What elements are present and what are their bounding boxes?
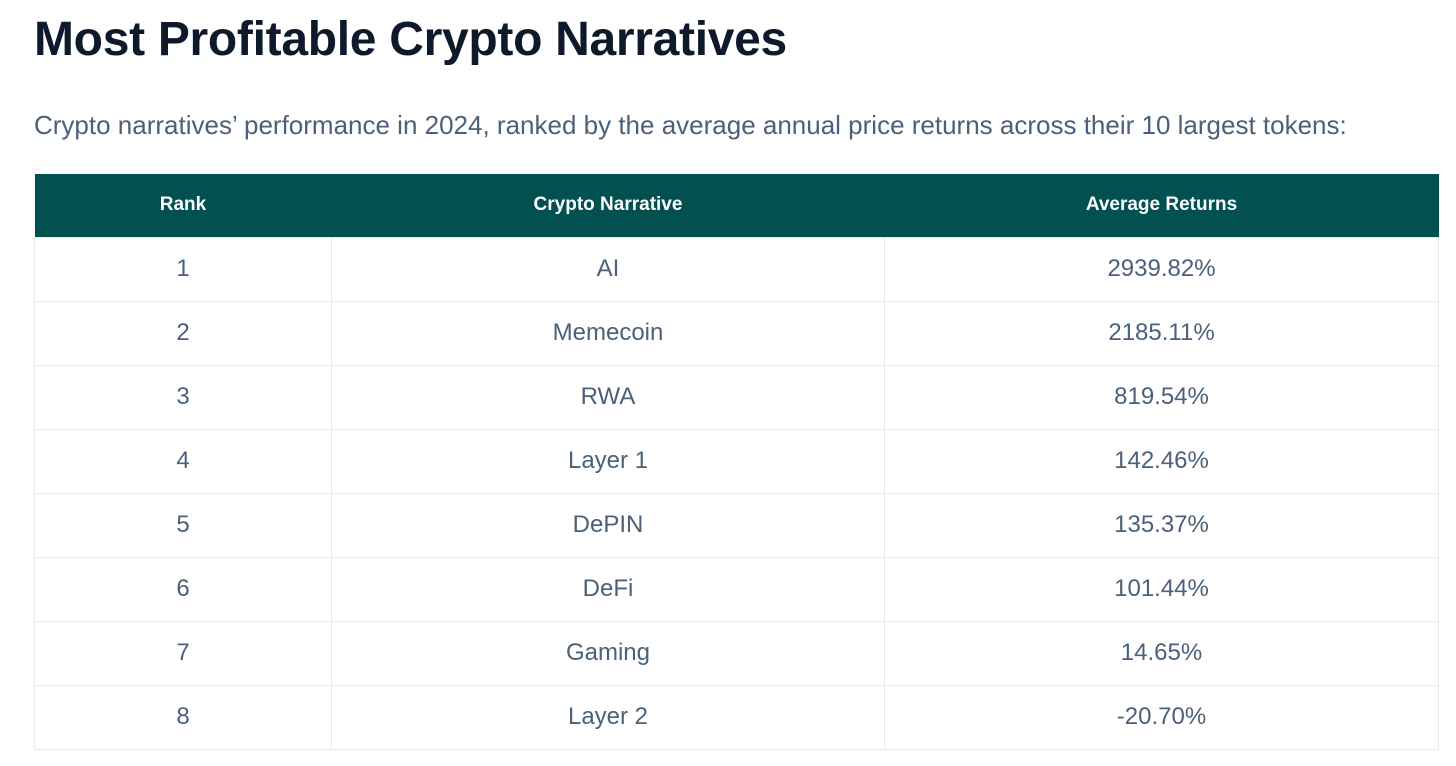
- table-row: 5 DePIN 135.37%: [34, 492, 1439, 558]
- cell-returns: 101.44%: [884, 556, 1439, 622]
- narratives-table: Rank Crypto Narrative Average Returns 1 …: [34, 174, 1439, 750]
- cell-narrative: Gaming: [331, 620, 885, 686]
- cell-rank: 1: [34, 236, 332, 302]
- table-row: 7 Gaming 14.65%: [34, 620, 1439, 686]
- cell-rank: 6: [34, 556, 332, 622]
- header-rank: Rank: [159, 194, 207, 216]
- table-row: 8 Layer 2 -20.70%: [34, 684, 1439, 750]
- cell-narrative: Layer 2: [331, 684, 885, 750]
- cell-narrative: AI: [331, 236, 885, 302]
- header-average-returns: Average Returns: [1085, 194, 1238, 216]
- cell-returns: 2185.11%: [884, 300, 1439, 366]
- cell-rank: 5: [34, 492, 332, 558]
- cell-rank: 2: [34, 300, 332, 366]
- cell-returns: 135.37%: [884, 492, 1439, 558]
- cell-returns: 14.65%: [884, 620, 1439, 686]
- cell-narrative: Memecoin: [331, 300, 885, 366]
- page-title: Most Profitable Crypto Narratives: [34, 13, 787, 66]
- cell-narrative: DePIN: [331, 492, 885, 558]
- table-row: 4 Layer 1 142.46%: [34, 428, 1439, 494]
- cell-narrative: DeFi: [331, 556, 885, 622]
- cell-narrative: RWA: [331, 364, 885, 430]
- table-row: 6 DeFi 101.44%: [34, 556, 1439, 622]
- cell-rank: 4: [34, 428, 332, 494]
- cell-returns: 142.46%: [884, 428, 1439, 494]
- cell-rank: 7: [34, 620, 332, 686]
- cell-returns: 819.54%: [884, 364, 1439, 430]
- cell-returns: 2939.82%: [884, 236, 1439, 302]
- table-row: 2 Memecoin 2185.11%: [34, 300, 1439, 366]
- table-row: 1 AI 2939.82%: [34, 236, 1439, 302]
- table-header-row: Rank Crypto Narrative Average Returns: [34, 174, 1439, 237]
- cell-narrative: Layer 1: [331, 428, 885, 494]
- table-row: 3 RWA 819.54%: [34, 364, 1439, 430]
- cell-rank: 8: [34, 684, 332, 750]
- cell-rank: 3: [34, 364, 332, 430]
- page-subtitle: Crypto narratives’ performance in 2024, …: [34, 110, 1347, 140]
- cell-returns: -20.70%: [884, 684, 1439, 750]
- header-crypto-narrative: Crypto Narrative: [533, 194, 683, 216]
